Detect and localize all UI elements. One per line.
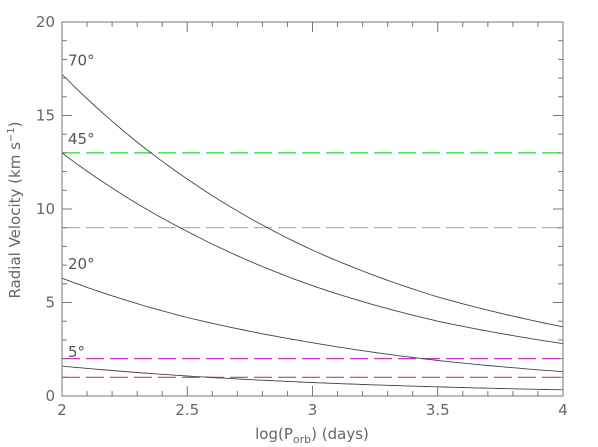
reference-lines	[62, 152, 563, 378]
y-tick-label: 5	[45, 294, 55, 312]
x-axis-label-tail: ) (days)	[311, 425, 369, 443]
tick-labels: 2 2.5 3 3.5 4 0 5 10 15 20	[36, 13, 568, 419]
y-axis-label-tail: )	[6, 121, 24, 127]
series-label: 5°	[68, 343, 85, 361]
y-tick-label: 0	[45, 387, 55, 405]
series-label: 45°	[68, 130, 95, 148]
curve-labels: 70° 45° 20° 5°	[68, 51, 95, 361]
series-curve	[61, 74, 564, 328]
y-axis-label-main: Radial Velocity (km s	[6, 142, 24, 299]
plot-frame	[61, 21, 564, 397]
x-axis-label: log(Porb) (days)	[255, 425, 369, 446]
x-tick-label: 3	[308, 401, 318, 419]
x-tick-label: 2.5	[175, 401, 199, 419]
y-axis-label: Radial Velocity (km s−1)	[6, 121, 24, 298]
axis-ticks	[61, 21, 564, 397]
series-label: 70°	[68, 51, 95, 69]
y-tick-label: 20	[36, 13, 55, 31]
y-tick-label: 10	[36, 200, 55, 218]
y-axis-label-superscript: −1	[6, 127, 17, 142]
series-curve	[61, 365, 564, 391]
y-tick-label: 15	[36, 107, 55, 125]
curves	[61, 74, 564, 391]
x-tick-label: 4	[558, 401, 568, 419]
series-curve	[61, 277, 564, 373]
x-axis-label-subscript: orb	[293, 433, 311, 446]
series-curve	[61, 152, 564, 345]
x-tick-label: 3.5	[426, 401, 450, 419]
x-axis-label-main: log(P	[255, 425, 293, 443]
series-label: 20°	[68, 255, 95, 273]
x-tick-label: 2	[57, 401, 67, 419]
